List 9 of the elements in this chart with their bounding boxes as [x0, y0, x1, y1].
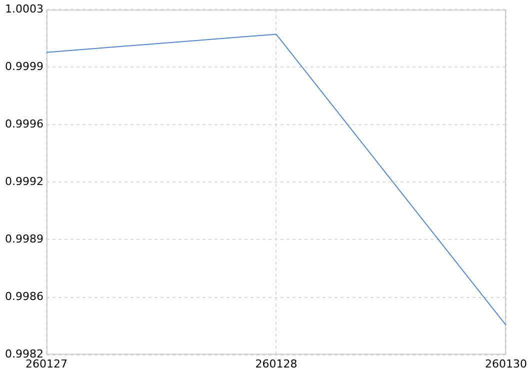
x-tick-label: 260128: [255, 357, 298, 370]
y-tick-label: 1.0003: [4, 2, 44, 16]
x-tick-label: 260127: [25, 357, 68, 370]
x-tick-label: 260130: [485, 357, 528, 370]
y-tick-label: 0.9992: [4, 175, 44, 188]
y-tick-label: 0.9999: [4, 60, 44, 73]
y-tick-label: 0.9996: [4, 118, 44, 131]
y-tick-label: 0.9986: [4, 290, 44, 304]
y-tick-label: 0.9989: [4, 232, 44, 246]
